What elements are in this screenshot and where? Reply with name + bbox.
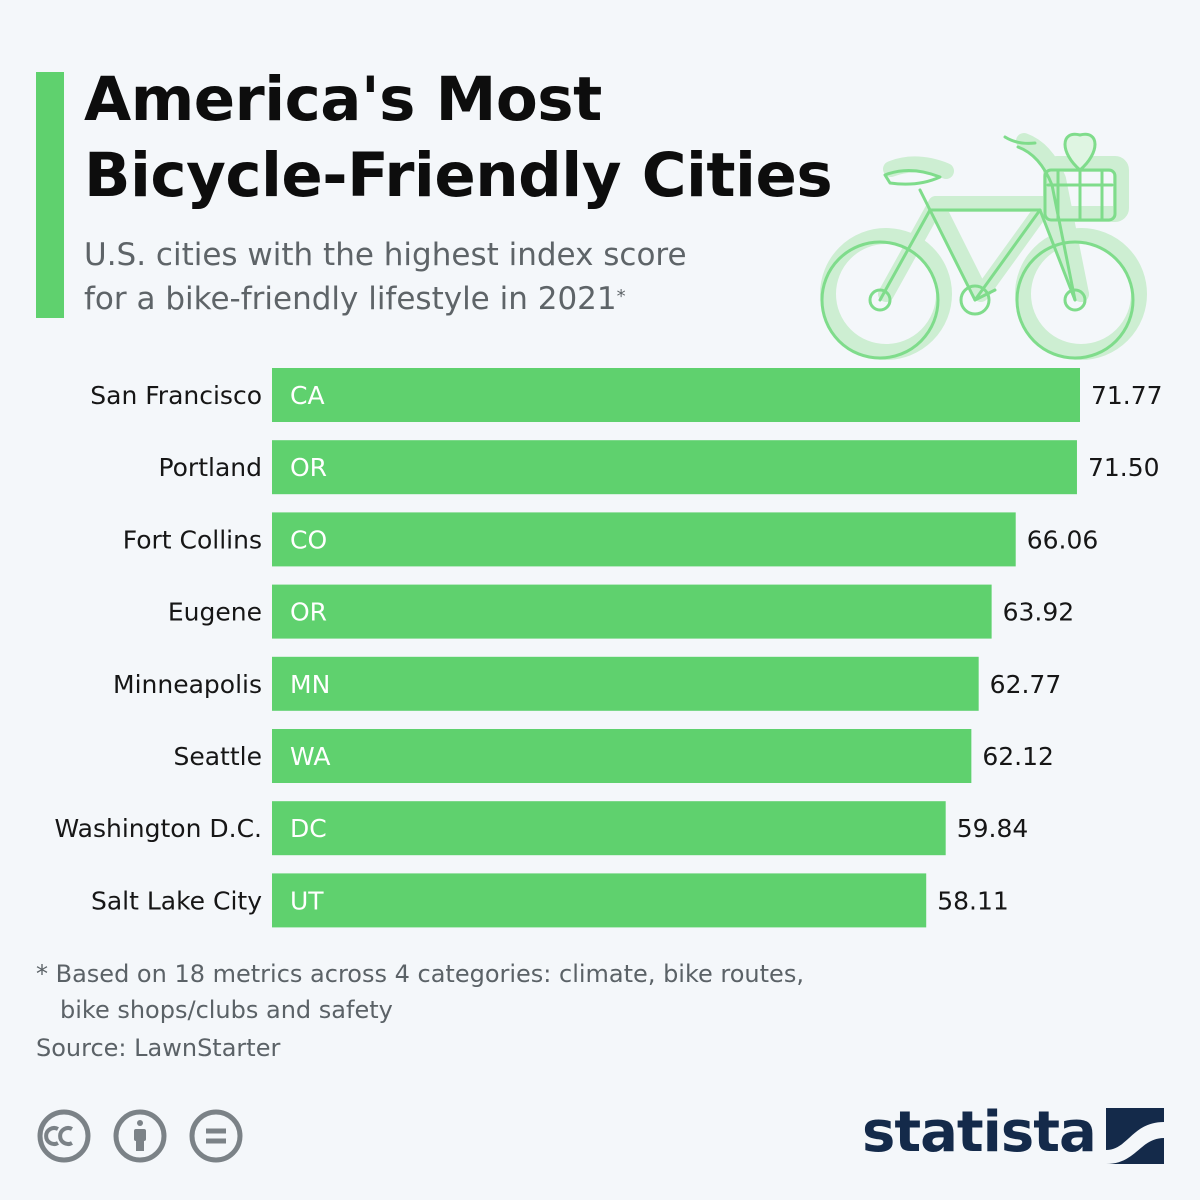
value-label: 58.11 (937, 886, 1009, 915)
bar (272, 656, 979, 711)
city-label: Seattle (173, 742, 262, 771)
statista-logo-icon (1106, 1108, 1164, 1164)
creative-commons-license-icons (37, 1109, 243, 1163)
bar (272, 801, 946, 856)
bar (272, 440, 1077, 495)
chart-title: America's Most Bicycle-Friendly Cities (84, 62, 864, 214)
value-label: 71.50 (1088, 453, 1160, 482)
city-label: Fort Collins (123, 525, 262, 554)
bar (272, 584, 992, 639)
value-label: 71.77 (1091, 381, 1163, 410)
state-label: OR (290, 598, 327, 627)
subtitle-line-2: for a bike-friendly lifestyle in 2021 (84, 281, 617, 317)
city-label: San Francisco (90, 381, 262, 410)
state-label: MN (290, 670, 330, 699)
state-label: OR (290, 453, 327, 482)
title-line-1: America's Most (84, 64, 602, 135)
title-line-2: Bicycle-Friendly Cities (84, 140, 833, 211)
value-label: 66.06 (1027, 525, 1099, 554)
title-accent-bar (36, 72, 64, 318)
value-label: 62.12 (982, 742, 1054, 771)
city-label: Washington D.C. (55, 814, 262, 843)
bar (272, 729, 972, 783)
bar (272, 873, 927, 928)
footnote: * Based on 18 metrics across 4 categorie… (36, 956, 936, 1028)
state-label: CO (290, 525, 327, 554)
city-label: Minneapolis (113, 670, 262, 699)
value-label: 63.92 (1003, 598, 1075, 627)
statista-logo-text: statista (862, 1100, 1097, 1165)
attribution-icon (113, 1109, 167, 1163)
bar (272, 512, 1016, 567)
chart-subtitle: U.S. cities with the highest index score… (84, 233, 784, 321)
value-label: 62.77 (990, 670, 1062, 699)
subtitle-line-1: U.S. cities with the highest index score (84, 237, 687, 273)
bicycle-illustration-icon (820, 132, 1147, 360)
value-label: 59.84 (957, 814, 1029, 843)
city-label: Eugene (168, 598, 262, 627)
footnote-line-2: bike shops/clubs and safety (60, 996, 393, 1024)
source-credit: Source: LawnStarter (36, 1034, 281, 1062)
city-label: Portland (158, 453, 262, 482)
state-label: CA (290, 381, 325, 410)
bar-chart: San Francisco CA 71.77 Portland OR 71.50 Fort … (55, 368, 1163, 928)
city-label: Salt Lake City (91, 886, 262, 915)
state-label: DC (290, 814, 327, 843)
state-label: UT (290, 886, 324, 915)
subtitle-footnote-mark: * (616, 286, 626, 307)
cc-icon (37, 1109, 91, 1163)
state-label: WA (290, 742, 330, 771)
footnote-line-1: * Based on 18 metrics across 4 categorie… (36, 960, 804, 988)
bar (272, 368, 1080, 422)
no-derivatives-icon (189, 1109, 243, 1163)
